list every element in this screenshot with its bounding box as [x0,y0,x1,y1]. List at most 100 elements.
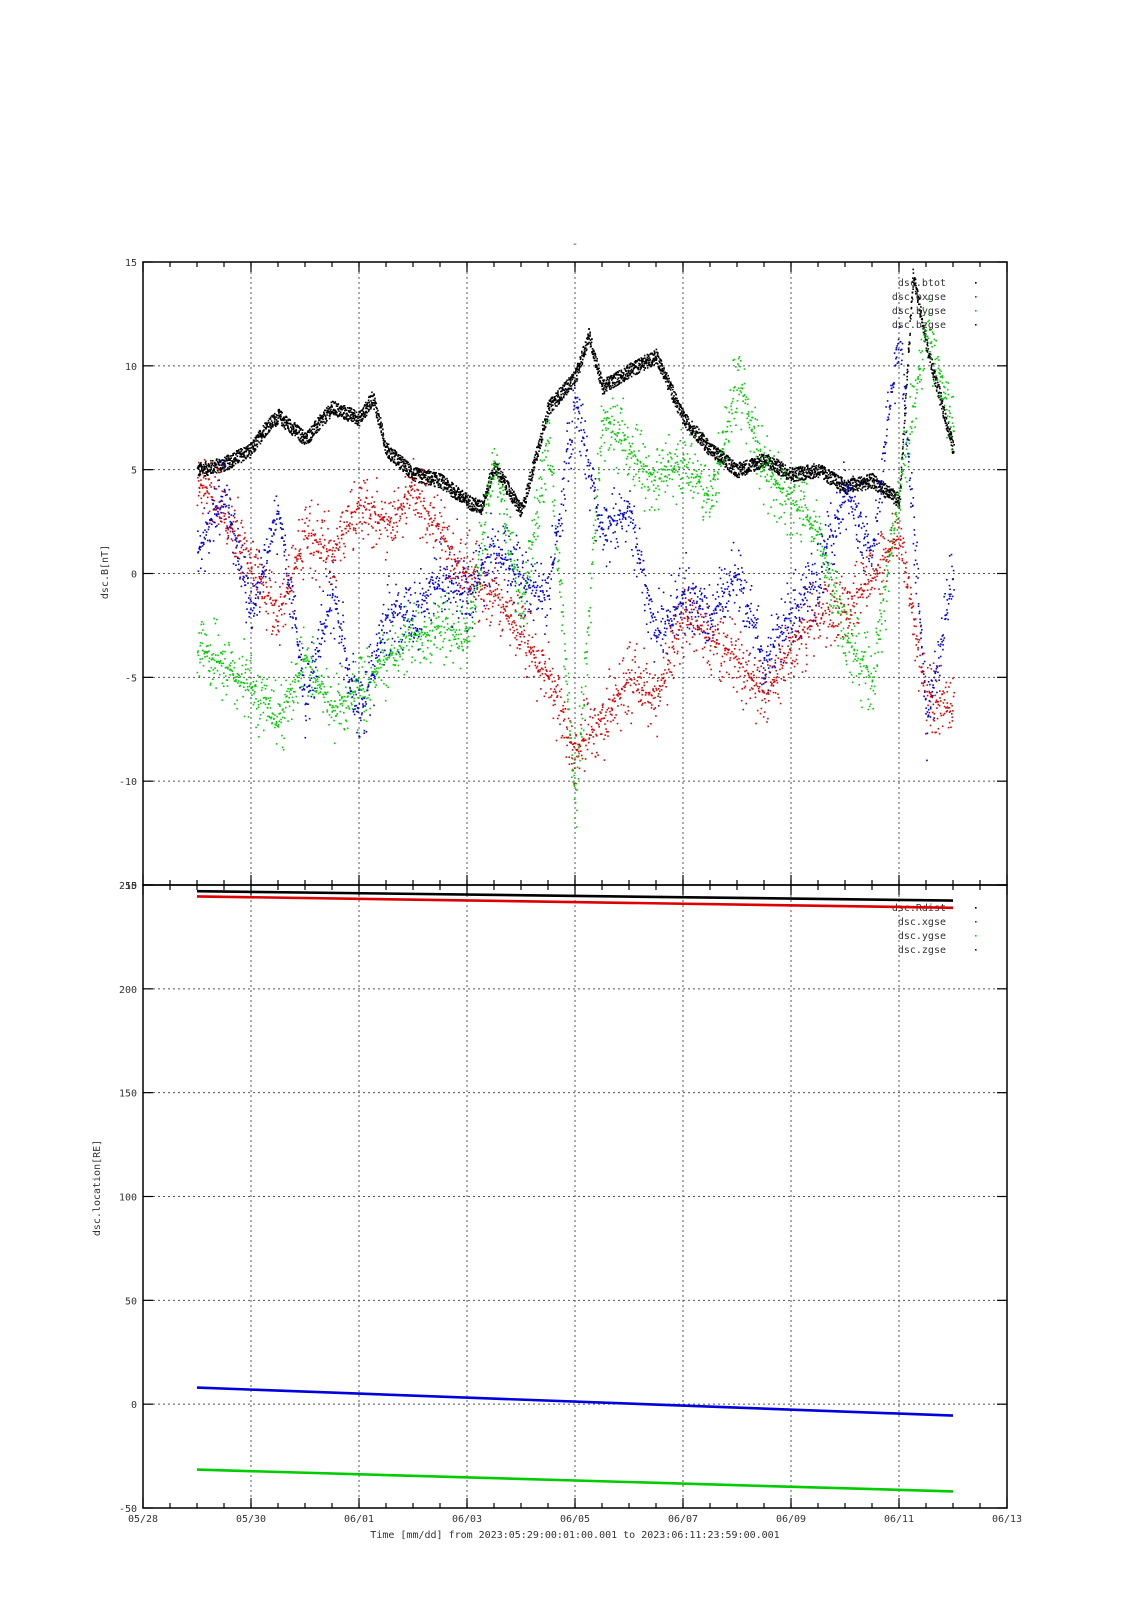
data-point [295,566,297,568]
data-point [520,513,523,516]
data-point [261,433,263,435]
data-point [657,363,659,365]
data-point [796,467,799,469]
data-point [920,315,923,318]
data-point [603,379,605,381]
data-point [840,479,843,482]
data-point [237,461,239,463]
data-point [460,490,462,493]
data-point [916,295,919,297]
data-point [257,566,259,568]
data-point [536,456,539,458]
data-point [315,541,318,543]
data-point [576,380,578,382]
data-point [360,418,363,421]
data-point [277,625,279,627]
data-point [583,354,585,356]
data-point [730,467,732,470]
data-point [730,461,733,463]
data-point [898,495,901,498]
data-point [202,466,204,468]
data-point [593,359,596,362]
data-point [423,481,425,484]
data-point [329,406,331,409]
data-point [609,377,611,380]
data-point [382,428,384,431]
data-point [345,527,347,530]
data-point [239,540,242,542]
data-point [603,390,606,393]
data-point [519,514,521,517]
data-point [499,467,501,470]
data-point [691,429,693,432]
data-point [441,478,443,481]
data-point [386,446,389,448]
data-point [500,476,502,478]
data-point [604,388,607,391]
data-point [760,465,762,467]
data-point [898,502,901,504]
data-point [377,419,379,421]
data-point [582,358,584,361]
data-point [533,458,536,461]
data-point [542,429,544,431]
data-point [377,420,379,422]
data-point [450,486,453,489]
data-point [875,486,878,488]
data-point [474,497,477,500]
data-point [660,362,662,365]
data-point [415,508,417,511]
data-point [231,539,234,542]
data-point [548,407,551,409]
data-point [602,389,605,391]
data-point [223,518,226,521]
data-point [826,472,828,474]
data-point [606,383,609,385]
data-point [858,481,860,483]
data-point [202,512,204,515]
data-point [375,529,377,532]
data-point [858,487,860,489]
data-point [900,475,903,477]
data-point [519,504,521,507]
data-point [374,506,376,509]
data-point [926,351,929,353]
data-point [369,515,372,517]
data-point [242,454,245,456]
data-point [254,564,256,566]
data-point [436,478,439,480]
data-point [486,490,489,493]
data-point [442,489,445,491]
data-point [836,486,838,489]
data-point [674,405,677,408]
data-point [548,409,551,411]
data-point [582,345,585,348]
data-point [240,456,242,458]
data-point [285,423,288,425]
data-point [752,460,755,463]
data-point [294,424,297,427]
data-point [925,349,928,352]
data-point [742,471,744,474]
data-point [312,542,314,545]
data-point [464,492,467,494]
data-point [557,393,559,395]
data-point [607,376,610,378]
data-point [453,488,456,491]
data-point [294,434,296,437]
data-point [218,516,221,518]
data-point [813,463,815,465]
data-point [476,504,478,506]
data-point [229,458,231,460]
data-point [765,459,768,461]
data-point [684,416,687,419]
data-point [906,372,908,374]
data-point [364,416,366,419]
data-point [544,426,547,428]
data-point [278,412,280,414]
data-point [745,463,748,465]
data-point [350,511,353,514]
data-point [883,483,886,485]
data-point [427,472,430,475]
data-point [926,343,928,346]
